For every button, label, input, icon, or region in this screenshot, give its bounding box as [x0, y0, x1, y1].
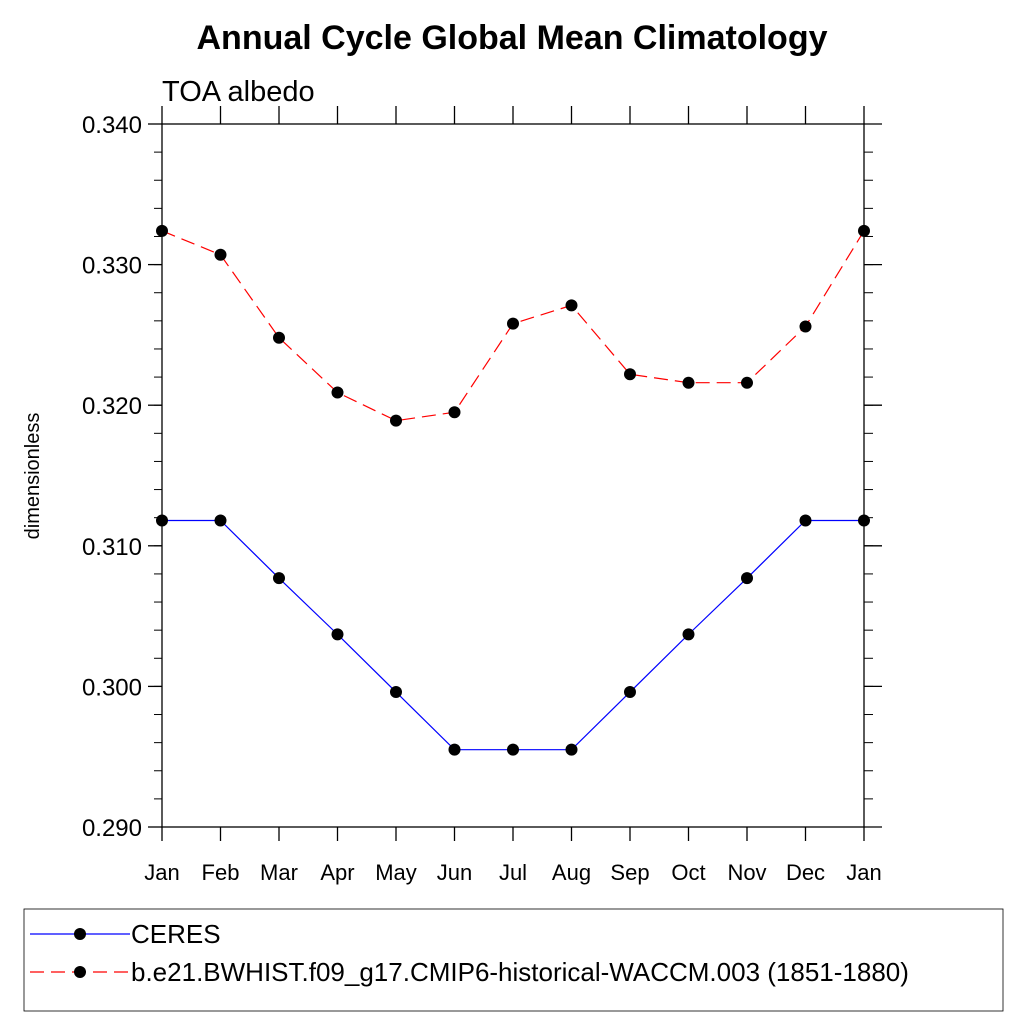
data-point	[799, 320, 812, 333]
legend-items: CERES b.e21.BWHIST.f09_g17.CMIP6-historic…	[30, 919, 909, 987]
x-tick-label: Mar	[260, 860, 298, 885]
legend: CERES b.e21.BWHIST.f09_g17.CMIP6-historic…	[23, 908, 1004, 1012]
x-tick-label: Feb	[202, 860, 240, 885]
legend-marker	[74, 966, 86, 978]
data-point	[507, 317, 519, 330]
x-tick-label: Jun	[437, 860, 472, 885]
legend-label: CERES	[131, 919, 221, 949]
chart-title: Annual Cycle Global Mean Climatology	[197, 19, 828, 57]
x-tick-labels: Jan Feb Mar Apr May Jun Jul Aug Sep Oct Nov Dec Jan	[144, 860, 881, 885]
data-point	[624, 368, 636, 381]
data-point	[214, 514, 227, 527]
data-point	[682, 376, 695, 389]
axis-ticks	[148, 106, 882, 841]
data-point	[214, 248, 227, 261]
y-tick-label: 0.340	[82, 112, 142, 139]
series-2	[156, 224, 870, 427]
data-point	[799, 514, 812, 527]
data-point	[858, 224, 870, 237]
data-point	[390, 686, 402, 699]
y-tick-label: 0.290	[82, 815, 142, 842]
series-layer	[156, 224, 870, 756]
legend-box	[23, 908, 1004, 1012]
data-point	[156, 224, 168, 237]
data-point	[448, 743, 461, 756]
data-point	[273, 331, 285, 344]
data-point	[507, 743, 519, 756]
x-tick-label: May	[375, 860, 417, 885]
x-tick-label: Jul	[499, 860, 527, 885]
legend-item: b.e21.BWHIST.f09_g17.CMIP6-historical-WA…	[30, 957, 909, 987]
chart-subtitle: TOA albedo	[162, 76, 315, 108]
data-point	[448, 406, 461, 419]
y-tick-label: 0.330	[82, 253, 142, 280]
x-tick-label: Apr	[320, 860, 354, 885]
data-point	[624, 686, 636, 699]
legend-marker	[74, 928, 86, 940]
data-point	[858, 514, 870, 527]
y-axis-label: dimensionless	[22, 413, 44, 540]
data-point	[331, 628, 344, 641]
data-point	[331, 386, 344, 399]
data-point	[565, 299, 578, 312]
x-tick-label: Aug	[552, 860, 591, 885]
data-point	[156, 514, 168, 527]
x-tick-label: Jan	[846, 860, 881, 885]
data-point	[682, 628, 695, 641]
data-point	[741, 376, 753, 389]
y-tick-label: 0.320	[82, 393, 142, 420]
y-tick-label: 0.300	[82, 674, 142, 701]
data-point	[273, 572, 285, 585]
data-point	[741, 572, 753, 585]
series-line	[162, 519, 864, 751]
plot-frame	[161, 123, 865, 828]
series-1	[156, 514, 870, 756]
x-tick-label: Nov	[727, 860, 766, 885]
y-tick-label: 0.310	[82, 534, 142, 561]
y-tick-labels: 0.290 0.300 0.310 0.320 0.330 0.340	[82, 112, 142, 842]
x-tick-label: Oct	[671, 860, 705, 885]
x-tick-label: Dec	[786, 860, 825, 885]
legend-item: CERES	[30, 919, 221, 949]
data-point	[565, 743, 578, 756]
data-point	[390, 414, 402, 427]
x-tick-label: Jan	[144, 860, 179, 885]
x-tick-label: Sep	[610, 860, 649, 885]
legend-label: b.e21.BWHIST.f09_g17.CMIP6-historical-WA…	[131, 957, 909, 987]
